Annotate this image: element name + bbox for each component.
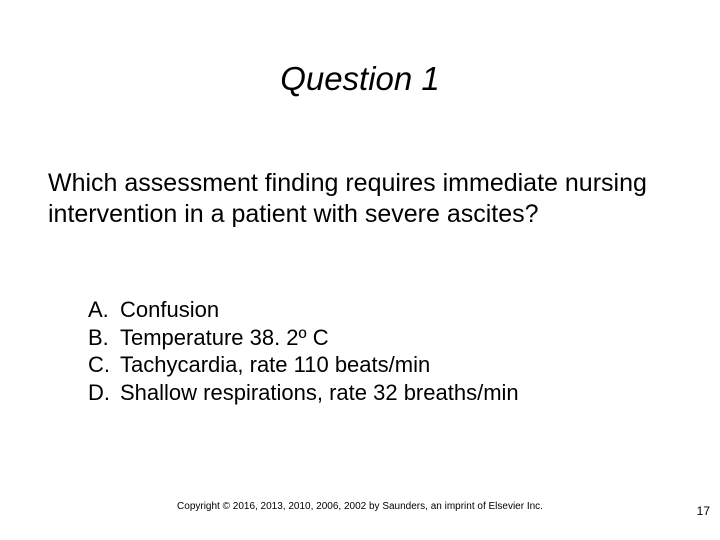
- option-text: Temperature 38. 2º C: [120, 324, 329, 352]
- option-letter: A.: [88, 296, 120, 324]
- page-number: 17: [697, 504, 710, 518]
- slide: Question 1 Which assessment finding requ…: [0, 0, 720, 540]
- option-b: B. Temperature 38. 2º C: [88, 324, 519, 352]
- option-text: Shallow respirations, rate 32 breaths/mi…: [120, 379, 519, 407]
- option-letter: C.: [88, 351, 120, 379]
- copyright-text: Copyright © 2016, 2013, 2010, 2006, 2002…: [0, 501, 720, 512]
- option-c: C. Tachycardia, rate 110 beats/min: [88, 351, 519, 379]
- option-letter: B.: [88, 324, 120, 352]
- question-text: Which assessment finding requires immedi…: [48, 168, 672, 231]
- options-list: A. Confusion B. Temperature 38. 2º C C. …: [88, 296, 519, 406]
- option-text: Confusion: [120, 296, 219, 324]
- option-d: D. Shallow respirations, rate 32 breaths…: [88, 379, 519, 407]
- option-text: Tachycardia, rate 110 beats/min: [120, 351, 430, 379]
- option-letter: D.: [88, 379, 120, 407]
- slide-title: Question 1: [0, 60, 720, 98]
- option-a: A. Confusion: [88, 296, 519, 324]
